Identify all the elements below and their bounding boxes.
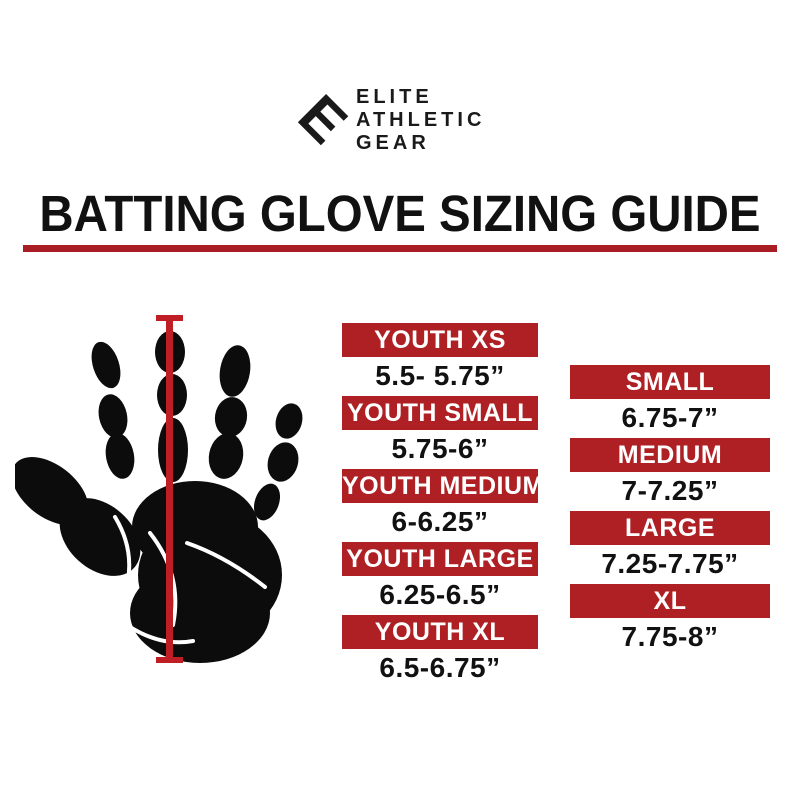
size-range: 7.25-7.75” <box>601 548 739 579</box>
hand-figure <box>11 295 345 685</box>
page-title: BATTING GLOVE SIZING GUIDE <box>39 185 761 242</box>
size-badge: YOUTH SMALL <box>342 396 538 430</box>
size-range: 5.5- 5.75” <box>375 360 505 391</box>
size-badge: YOUTH XS <box>342 323 538 357</box>
hand-black-shape <box>11 331 303 663</box>
size-badge: YOUTH LARGE <box>342 542 538 576</box>
youth-sizes-column: YOUTH XS 5.5- 5.75” YOUTH SMALL 5.75-6” … <box>342 323 543 688</box>
size-badge: LARGE <box>570 511 770 545</box>
size-row: YOUTH XL 6.5-6.75” <box>342 615 538 683</box>
brand-logo-text: ELITE ATHLETIC GEAR <box>356 86 485 155</box>
size-row: SMALL 6.75-7” <box>570 365 770 433</box>
size-badge: XL <box>570 584 770 618</box>
hand-silhouette <box>11 315 303 663</box>
size-row: MEDIUM 7-7.25” <box>570 438 770 506</box>
measurement-line <box>156 315 183 663</box>
size-row: LARGE 7.25-7.75” <box>570 511 770 579</box>
adult-sizes-column: SMALL 6.75-7” MEDIUM 7-7.25” LARGE 7.25-… <box>570 365 770 657</box>
size-row: YOUTH XS 5.5- 5.75” <box>342 323 538 391</box>
size-row: XL 7.75-8” <box>570 584 770 652</box>
brand-line-3: GEAR <box>356 132 430 154</box>
size-row: YOUTH MEDIUM 6-6.25” <box>342 469 543 537</box>
size-range: 6.75-7” <box>621 402 719 433</box>
brand-line-1: ELITE <box>356 86 433 108</box>
size-row: YOUTH SMALL 5.75-6” <box>342 396 538 464</box>
size-range: 6-6.25” <box>391 506 489 537</box>
size-badge: MEDIUM <box>570 438 770 472</box>
size-range: 7-7.25” <box>621 475 719 506</box>
size-range: 7.75-8” <box>621 621 719 652</box>
size-row: YOUTH LARGE 6.25-6.5” <box>342 542 538 610</box>
size-range: 5.75-6” <box>391 433 489 464</box>
size-range: 6.5-6.75” <box>379 652 501 683</box>
title-underline <box>23 245 777 252</box>
brand-line-2: ATHLETIC <box>356 109 486 131</box>
size-badge: YOUTH MEDIUM <box>342 469 543 503</box>
size-badge: YOUTH XL <box>342 615 538 649</box>
size-badge: SMALL <box>570 365 770 399</box>
size-range: 6.25-6.5” <box>379 579 501 610</box>
